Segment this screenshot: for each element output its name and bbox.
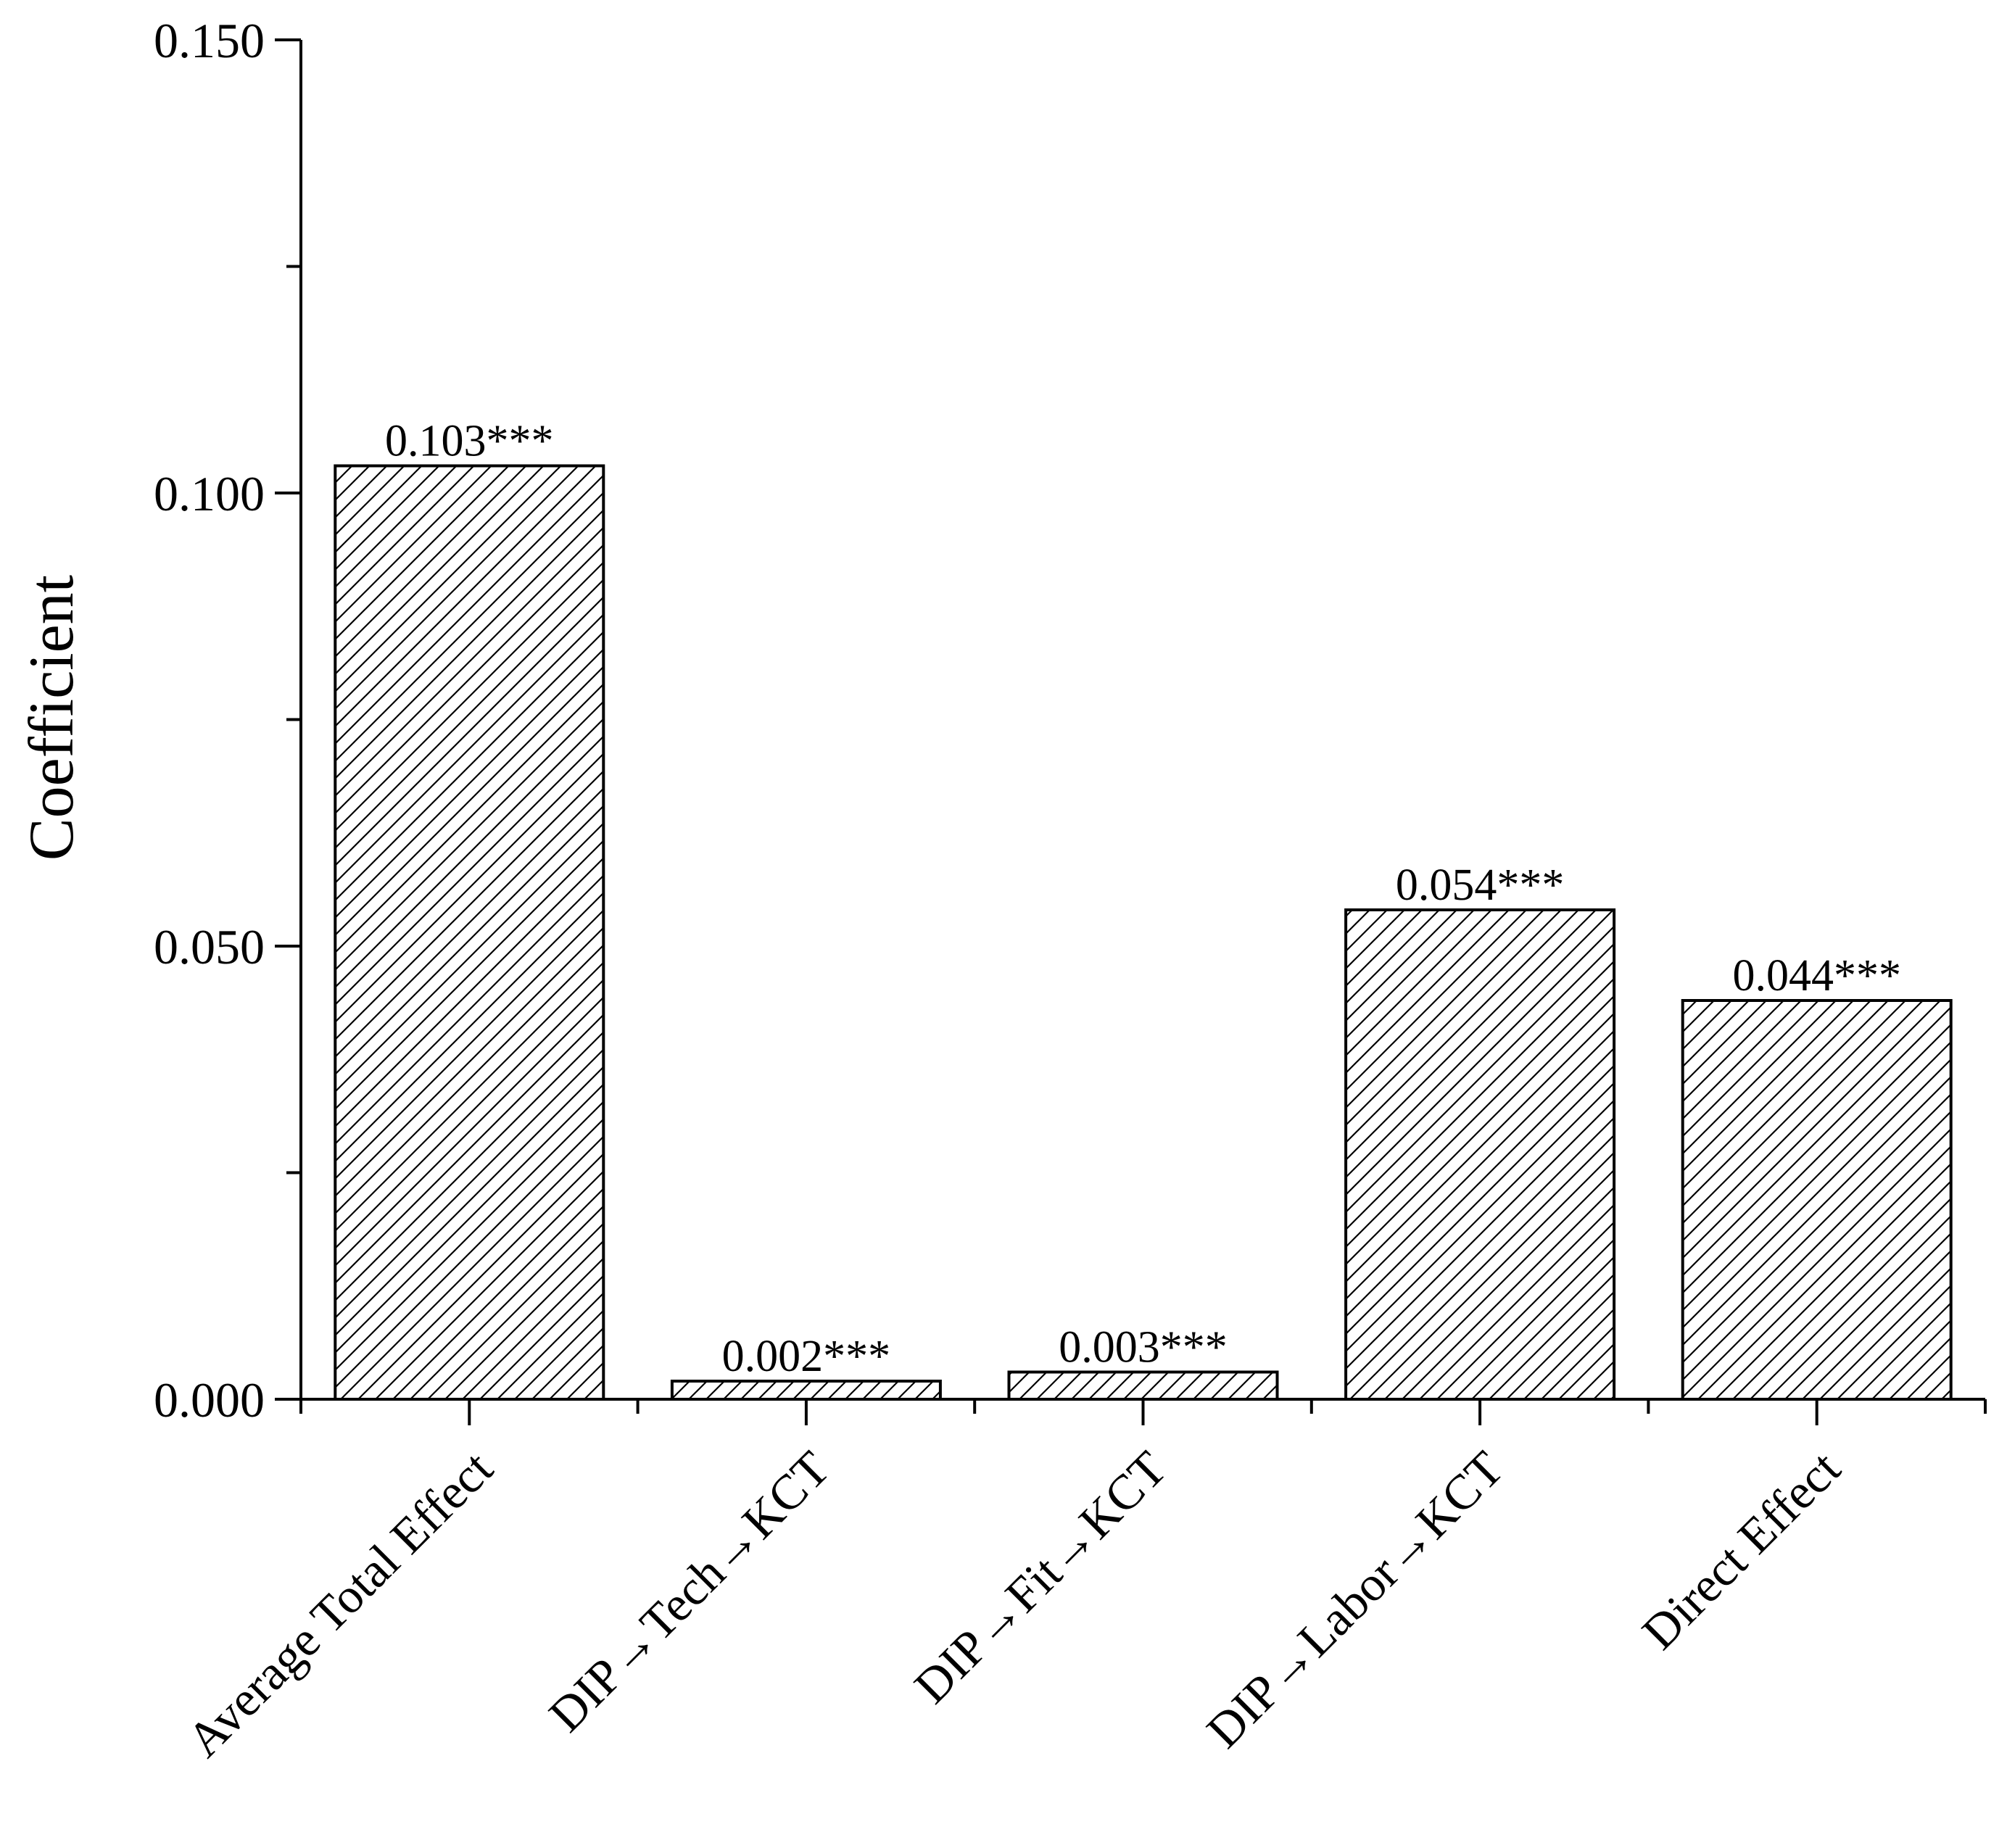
y-tick-label: 0.100 bbox=[154, 466, 265, 521]
data-label: 0.002*** bbox=[722, 1332, 891, 1381]
bars-layer bbox=[334, 464, 1953, 1401]
x-axis: Average Total Effect DIP→Tech→KCT DIP→Fit→… bbox=[176, 1398, 1987, 1768]
data-label: 0.103*** bbox=[385, 417, 554, 466]
data-label: 0.054*** bbox=[1396, 861, 1565, 910]
bar bbox=[1007, 1370, 1279, 1401]
category-label: DIP→Tech→KCT bbox=[538, 1441, 840, 1742]
y-tick-label: 0.050 bbox=[154, 919, 265, 974]
data-label: 0.044*** bbox=[1732, 951, 1901, 1000]
bar bbox=[1681, 999, 1953, 1401]
category-label: DIP→Labor→KCT bbox=[1196, 1441, 1513, 1758]
y-axis: 0.000 0.050 0.100 0.150 bbox=[154, 13, 302, 1428]
bar bbox=[670, 1380, 942, 1401]
category-label: Average Total Effect bbox=[176, 1441, 503, 1768]
data-labels-layer: 0.103*** 0.002*** 0.003*** 0.054*** 0.044*** bbox=[385, 417, 1901, 1382]
y-tick-label: 0.150 bbox=[154, 13, 265, 68]
bar bbox=[1344, 908, 1616, 1401]
category-label: DIP→Fit→KCT bbox=[903, 1441, 1177, 1714]
y-tick-label: 0.000 bbox=[154, 1372, 265, 1428]
y-axis-title: Coefficient bbox=[17, 575, 87, 861]
category-label: Direct Effect bbox=[1631, 1441, 1851, 1660]
bar bbox=[334, 464, 605, 1401]
data-label: 0.003*** bbox=[1059, 1323, 1228, 1372]
